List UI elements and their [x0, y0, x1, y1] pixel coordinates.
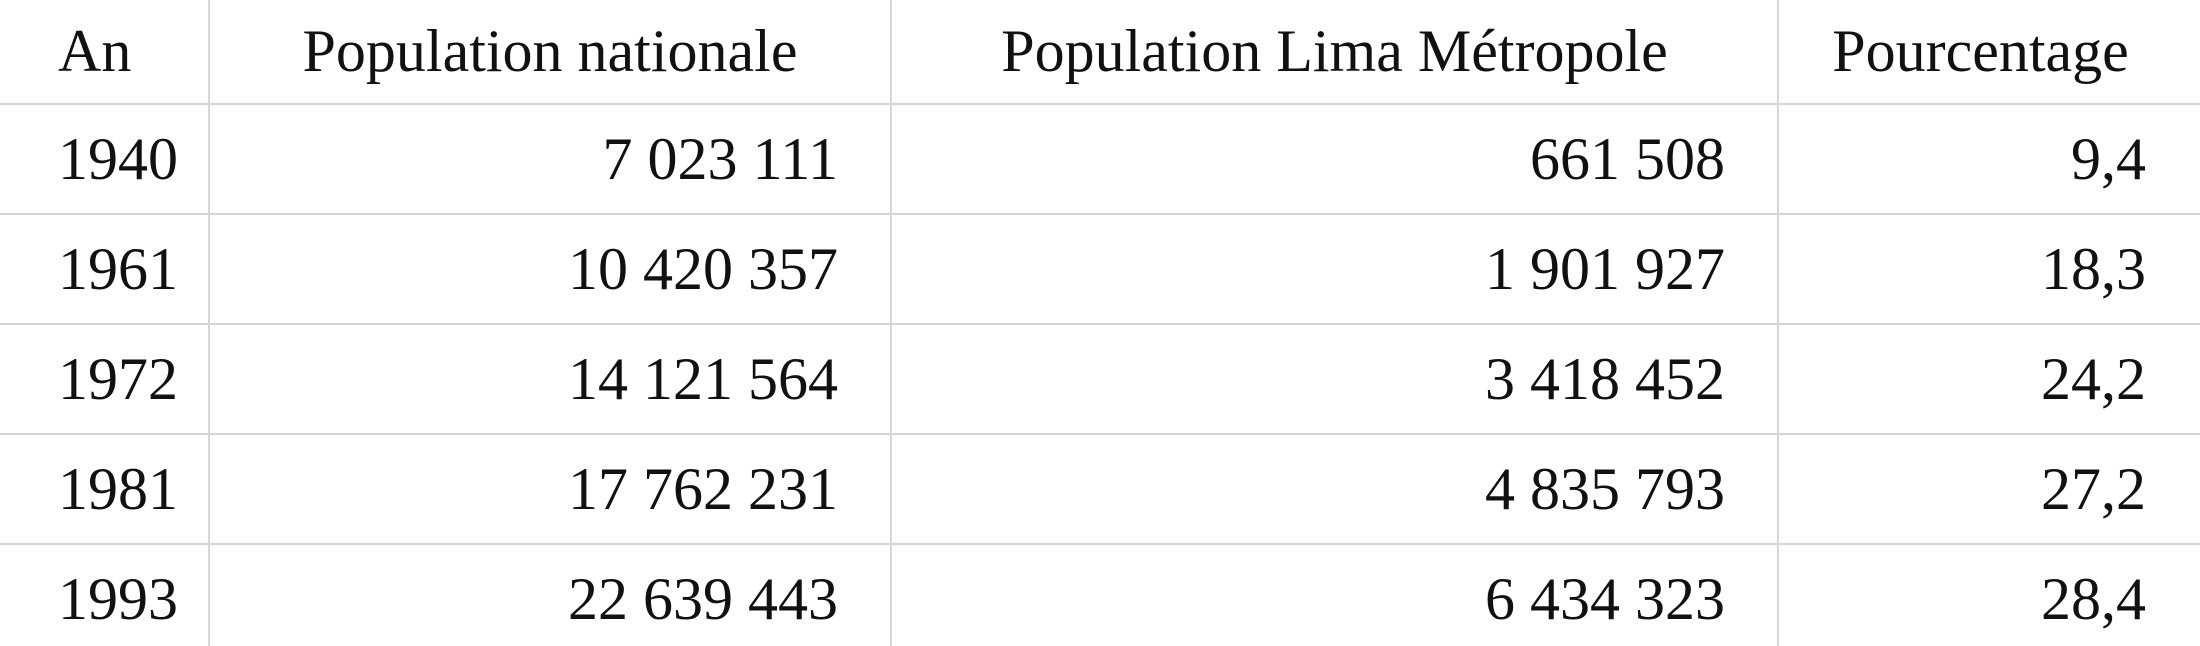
value-cell: 28,4	[1777, 543, 2200, 646]
year-cell: 1961	[0, 213, 210, 325]
table-body: 1940 7 023 111 661 508 9,4 1961 10 420 357 1 9…	[0, 103, 2200, 646]
value-cell: 24,2	[1777, 323, 2200, 435]
value-cell: 17 762 231	[208, 433, 892, 545]
value-cell: 1 901 927	[890, 213, 1779, 325]
value-cell: 7 023 111	[208, 103, 892, 215]
table-row: 1993 22 639 443 6 434 323 28,4	[0, 543, 2200, 646]
table-header: An Population nationale Population Lima Mé…	[0, 0, 2200, 105]
header-cell: Pourcentage	[1777, 0, 2200, 105]
year-cell: 1981	[0, 433, 210, 545]
year-cell: 1940	[0, 103, 210, 215]
header-cell: Population Lima Métropole	[890, 0, 1779, 105]
value-cell: 661 508	[890, 103, 1779, 215]
header-cell: An	[0, 0, 210, 105]
table-row: 1961 10 420 357 1 901 927 18,3	[0, 213, 2200, 325]
year-cell: 1972	[0, 323, 210, 435]
value-cell: 6 434 323	[890, 543, 1779, 646]
value-cell: 18,3	[1777, 213, 2200, 325]
year-cell: 1993	[0, 543, 210, 646]
value-cell: 9,4	[1777, 103, 2200, 215]
value-cell: 3 418 452	[890, 323, 1779, 435]
header-row: An Population nationale Population Lima Mé…	[0, 0, 2200, 105]
header-cell: Population nationale	[208, 0, 892, 105]
value-cell: 14 121 564	[208, 323, 892, 435]
value-cell: 22 639 443	[208, 543, 892, 646]
value-cell: 10 420 357	[208, 213, 892, 325]
table-row: 1981 17 762 231 4 835 793 27,2	[0, 433, 2200, 545]
table-row: 1940 7 023 111 661 508 9,4	[0, 103, 2200, 215]
value-cell: 27,2	[1777, 433, 2200, 545]
table-row: 1972 14 121 564 3 418 452 24,2	[0, 323, 2200, 435]
value-cell: 4 835 793	[890, 433, 1779, 545]
